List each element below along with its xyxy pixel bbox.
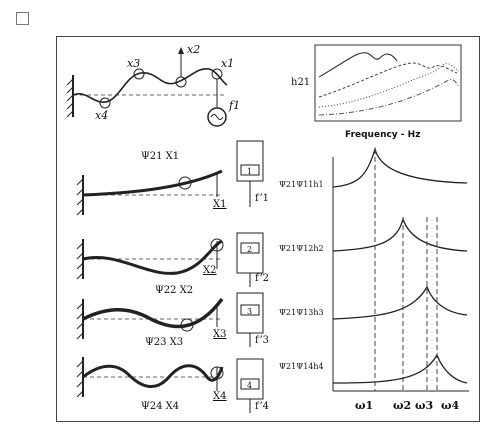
mode-shape-4 <box>82 364 224 388</box>
mode-row-2: Ψ22 X2 X2 2 f’2 Ψ21Ψ12h2 <box>76 216 468 296</box>
mode-shape-1 <box>82 169 223 197</box>
checkbox[interactable] <box>16 12 29 25</box>
frf-inset: h21 Frequency - Hz <box>291 44 462 140</box>
mode-rows: Ψ21 X1 X1 1 f’1 Ψ21Ψ11h1 Ψ22 X2 X2 2 f’2 <box>76 140 468 413</box>
mode-2-psi: Ψ22 X2 <box>155 285 193 296</box>
mode-4-psi: Ψ24 X4 <box>141 401 179 412</box>
label-x3: x3 <box>127 57 140 70</box>
mode-row-1: Ψ21 X1 X1 1 f’1 Ψ21Ψ11h1 <box>76 140 468 216</box>
physical-system: x3 x2 x1 x4 f1 <box>66 43 240 127</box>
beam-shape <box>72 68 228 104</box>
inset-frame <box>314 44 462 122</box>
omega-2: ω2 <box>393 399 411 412</box>
mode-shape-2 <box>82 239 223 275</box>
inset-curve-4 <box>318 78 460 116</box>
mode-3-force: f’3 <box>255 335 269 346</box>
wall-hatch <box>66 78 74 118</box>
mode-row-3: Ψ23 X3 X3 3 f’3 Ψ21Ψ13h3 <box>76 285 468 348</box>
mode-3-frf-curve <box>332 285 468 320</box>
mode-2-frf: Ψ21Ψ12h2 <box>279 244 324 253</box>
mode-3-frf: Ψ21Ψ13h3 <box>279 308 324 317</box>
omega-1: ω1 <box>355 399 373 412</box>
label-x1: x1 <box>221 57 234 70</box>
mode-1-force: f’1 <box>255 193 269 204</box>
inset-curve-3 <box>318 63 460 108</box>
inset-ylabel: h21 <box>291 77 310 88</box>
mode-2-frf-curve <box>332 216 468 252</box>
mode-2-force: f’2 <box>255 273 269 284</box>
mode-3-box: 3 <box>247 307 252 316</box>
mode-4-frf-curve <box>332 353 468 384</box>
inset-curve-2 <box>318 62 458 98</box>
label-x2: x2 <box>187 43 200 56</box>
mode-3-x: X3 <box>213 329 226 340</box>
mode-2-x: X2 <box>203 265 216 276</box>
mode-row-4: Ψ24 X4 X4 4 f’4 Ψ21Ψ14h4 <box>76 353 468 413</box>
mode-3-psi: Ψ23 X3 <box>145 337 183 348</box>
mode-2-box: 2 <box>247 245 252 254</box>
arrowhead-x2 <box>178 47 184 54</box>
mode-4-force: f’4 <box>255 401 269 412</box>
omega-4: ω4 <box>441 399 459 412</box>
sine-glyph <box>210 114 224 120</box>
modal-analysis-figure: x3 x2 x1 x4 f1 h21 Frequency - Hz Ψ21 X1… <box>56 36 480 422</box>
label-force: f1 <box>228 99 240 112</box>
inset-xlabel: Frequency - Hz <box>345 130 420 140</box>
mode-shape-3 <box>82 297 224 329</box>
mode-1-frf-curve <box>332 146 468 188</box>
mode-4-frf: Ψ21Ψ14h4 <box>279 362 324 371</box>
mode-1-frf: Ψ21Ψ11h1 <box>279 180 324 189</box>
omega-3: ω3 <box>415 399 433 412</box>
resonance-markers: ω1 ω2 ω3 ω4 <box>332 149 469 412</box>
mode-4-x: X4 <box>213 391 226 402</box>
diagram-svg: x3 x2 x1 x4 f1 h21 Frequency - Hz Ψ21 X1… <box>66 43 469 413</box>
mode-1-box: 1 <box>247 167 252 176</box>
shaker-icon <box>207 107 227 127</box>
node-3 <box>133 68 145 80</box>
mode-4-box: 4 <box>247 381 252 390</box>
mode-1-x: X1 <box>213 199 226 210</box>
label-x4: x4 <box>95 109 108 122</box>
node-4 <box>99 97 111 109</box>
mode-1-psi: Ψ21 X1 <box>141 151 179 162</box>
inset-curve-1 <box>318 52 398 78</box>
